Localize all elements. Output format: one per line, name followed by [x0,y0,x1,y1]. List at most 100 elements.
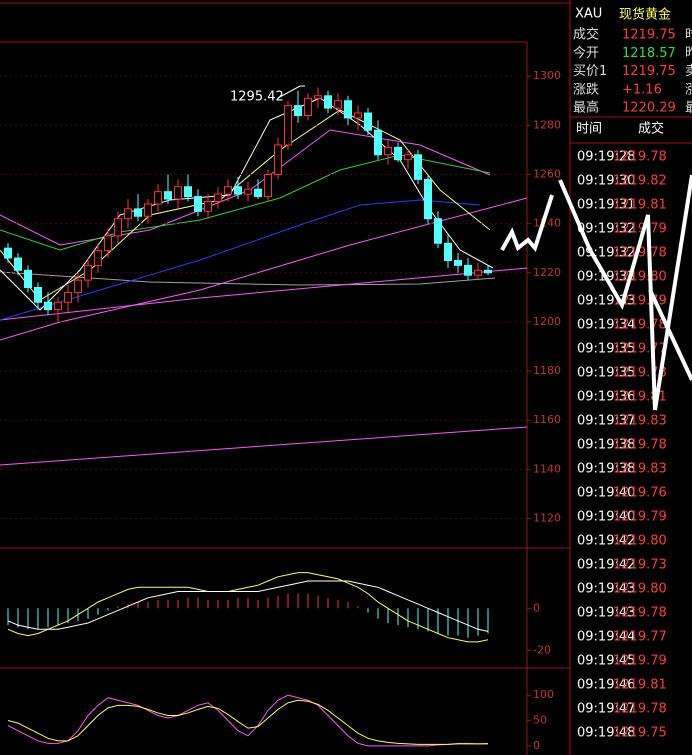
candle-body [424,178,432,220]
candle-body [234,186,242,195]
candle-body [134,208,142,217]
y-tick-label: 100 [533,688,554,701]
candle-body [314,95,322,99]
trade-price: 1219.78 [613,318,667,333]
y-tick-label: 1220 [533,266,561,279]
candle-body [24,269,32,289]
candle-body [144,203,152,217]
y-tick-label: 1200 [533,315,561,328]
quote-label: 涨跌 [573,81,599,97]
candle-body [94,250,102,266]
trade-time: 09:19:32 [577,222,635,237]
quote-value: 1220.29 [622,101,676,116]
trade-price: 1219.80 [613,534,667,549]
candle-body [284,105,292,146]
candle-body [254,188,262,198]
quote-label: 最高 [573,100,599,116]
quote-label-cut: 最 [685,101,692,116]
candle-body [344,100,352,119]
trade-price: 1219.78 [613,702,667,717]
candle-body [174,186,182,200]
quote-label-cut: 昨 [685,46,692,61]
candle-body [464,264,472,276]
candle-body [54,301,62,311]
trade-price: 1219.80 [613,582,667,597]
y-tick-label: 0 [533,601,540,614]
candle-body [374,129,382,156]
trade-price: 1219.79 [613,222,667,237]
trade-price: 1219.83 [613,462,667,477]
trade-price: 1219.83 [613,414,667,429]
candle-body [414,154,422,180]
trade-price: 1219.77 [613,342,667,357]
y-tick-label: 0 [533,739,540,752]
candle-body [294,105,302,116]
trade-time: 09:19:38 [577,462,635,477]
candle-body [364,112,372,131]
trade-price: 1219.78 [613,438,667,453]
candle-body [104,235,112,252]
quote-label: 今开 [573,45,599,61]
trade-price: 1219.82 [613,174,667,189]
candle-body [64,291,72,303]
candle-body [34,287,42,303]
candle-body [184,186,192,198]
y-tick-label: 1120 [533,512,561,525]
trade-time: 09:19:40 [577,510,635,525]
trade-time: 09:19:28 [577,150,635,165]
quote-label-cut: 涨 [685,82,692,97]
y-tick-label: 1280 [533,118,561,131]
y-tick-label: 1180 [533,364,561,377]
trade-price: 1219.78 [613,246,667,261]
arrows [500,174,692,411]
quote-value: 1218.57 [622,46,676,61]
max-annotation: 1295.42 [230,90,284,105]
indicator-line [7,580,489,632]
quote-value: +1.16 [622,82,662,97]
trade-time: 09:19:45 [577,654,635,669]
trade-price: 1219.81 [613,678,667,693]
candle-body [84,264,92,281]
quote-label-cut: 时 [685,28,692,43]
trade-price: 1219.73 [613,558,667,573]
trade-price: 1219.77 [613,630,667,645]
col-header: 时间 [576,122,602,137]
trade-time: 09:19:35 [577,366,635,381]
candle-body [114,218,122,237]
candle-body [44,301,52,311]
trade-price: 1219.78 [613,150,667,165]
trade-time: 09:19:43 [577,606,635,621]
y-tick-label: 1240 [533,217,561,230]
y-tick-label: -20 [533,643,551,656]
y-tick-label: 1140 [533,462,561,475]
candle-body [394,146,402,161]
y-tick-label: 1160 [533,413,561,426]
trade-time: 09:19:42 [577,534,635,549]
candle-body [384,146,392,156]
candle-body [14,257,22,271]
col-header: 成交 [638,121,664,137]
candle-body [74,279,82,293]
trade-price: 1219.79 [613,654,667,669]
trade-time: 09:19:48 [577,726,635,741]
trade-time: 09:19:35 [577,342,635,357]
candle-body [194,196,202,212]
annotation-leader [277,85,305,99]
quote-label: 买价1 [573,64,607,79]
trade-price: 1219.81 [613,198,667,213]
trade-time: 09:19:44 [577,630,635,645]
trade-price: 1219.79 [613,510,667,525]
instrument-name: 现货黄金 [619,7,671,23]
trade-time: 09:19:36 [577,390,635,405]
candle-body [224,186,232,195]
quote-label-cut: 卖 [685,64,692,79]
candle-body [404,154,412,161]
indicator-line [7,699,488,745]
candle-body [244,188,252,195]
trade-time: 09:19:46 [577,678,635,693]
y-tick-label: 1300 [533,69,561,82]
trade-time: 09:19:34 [577,318,635,333]
